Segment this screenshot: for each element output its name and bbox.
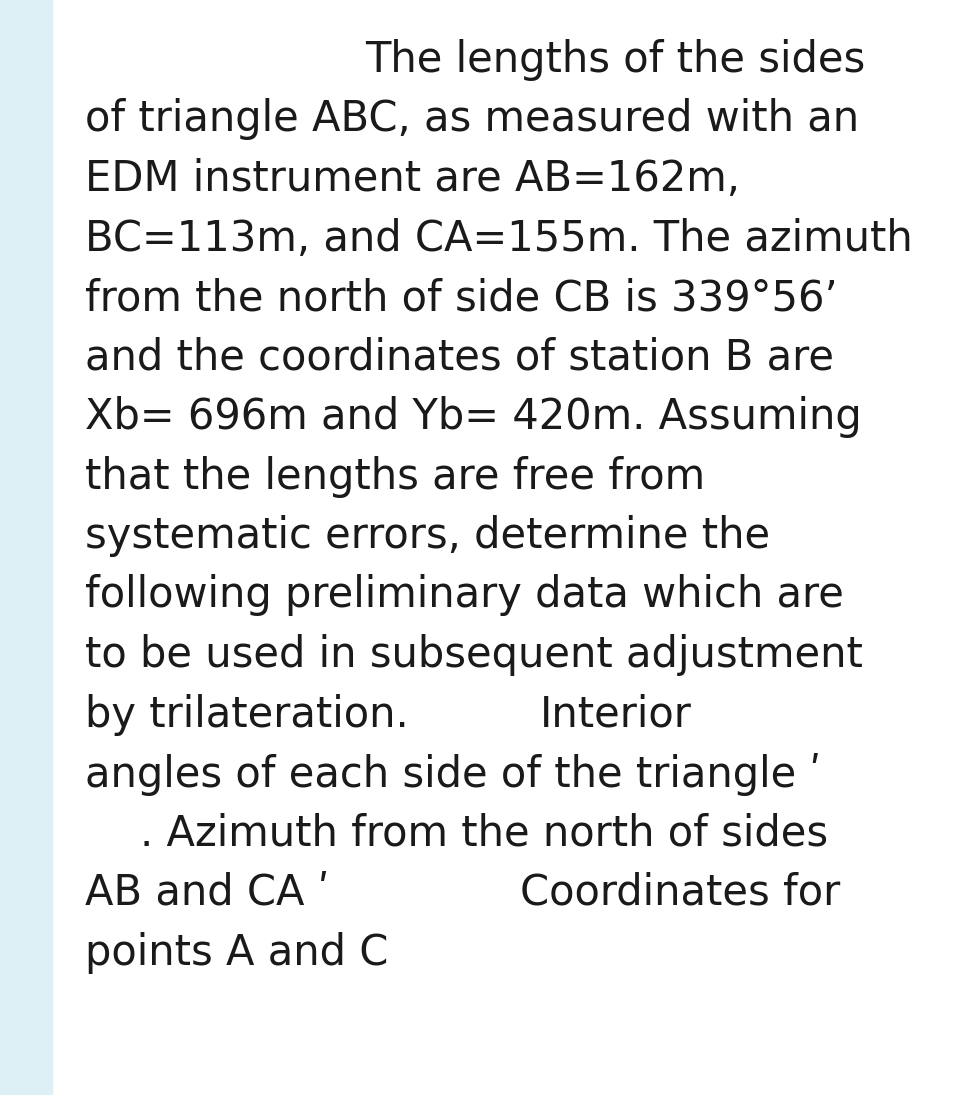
Text: angles of each side of the triangle ʹ: angles of each side of the triangle ʹ <box>85 752 821 795</box>
Text: systematic errors, determine the: systematic errors, determine the <box>85 515 770 557</box>
Text: The lengths of the sides: The lengths of the sides <box>365 39 866 81</box>
Text: that the lengths are free from: that the lengths are free from <box>85 456 705 497</box>
Text: EDM instrument are AB=162m,: EDM instrument are AB=162m, <box>85 158 740 200</box>
Text: AB and CA ʹ: AB and CA ʹ <box>85 872 329 914</box>
Text: BC=113m, and CA=155m. The azimuth: BC=113m, and CA=155m. The azimuth <box>85 218 913 260</box>
Text: of triangle ABC, as measured with an: of triangle ABC, as measured with an <box>85 99 859 140</box>
Text: . Azimuth from the north of sides: . Azimuth from the north of sides <box>140 812 828 854</box>
Text: by trilateration.: by trilateration. <box>85 693 408 736</box>
Text: following preliminary data which are: following preliminary data which are <box>85 575 844 616</box>
Text: and the coordinates of station B are: and the coordinates of station B are <box>85 336 834 379</box>
Text: points A and C: points A and C <box>85 932 389 973</box>
Text: from the north of side CB is 339°56’: from the north of side CB is 339°56’ <box>85 277 837 319</box>
Text: Interior: Interior <box>540 693 692 736</box>
Bar <box>0 0 52 1095</box>
Text: to be used in subsequent adjustment: to be used in subsequent adjustment <box>85 634 863 676</box>
Text: Coordinates for: Coordinates for <box>520 872 840 914</box>
Text: Xb= 696m and Yb= 420m. Assuming: Xb= 696m and Yb= 420m. Assuming <box>85 396 862 438</box>
